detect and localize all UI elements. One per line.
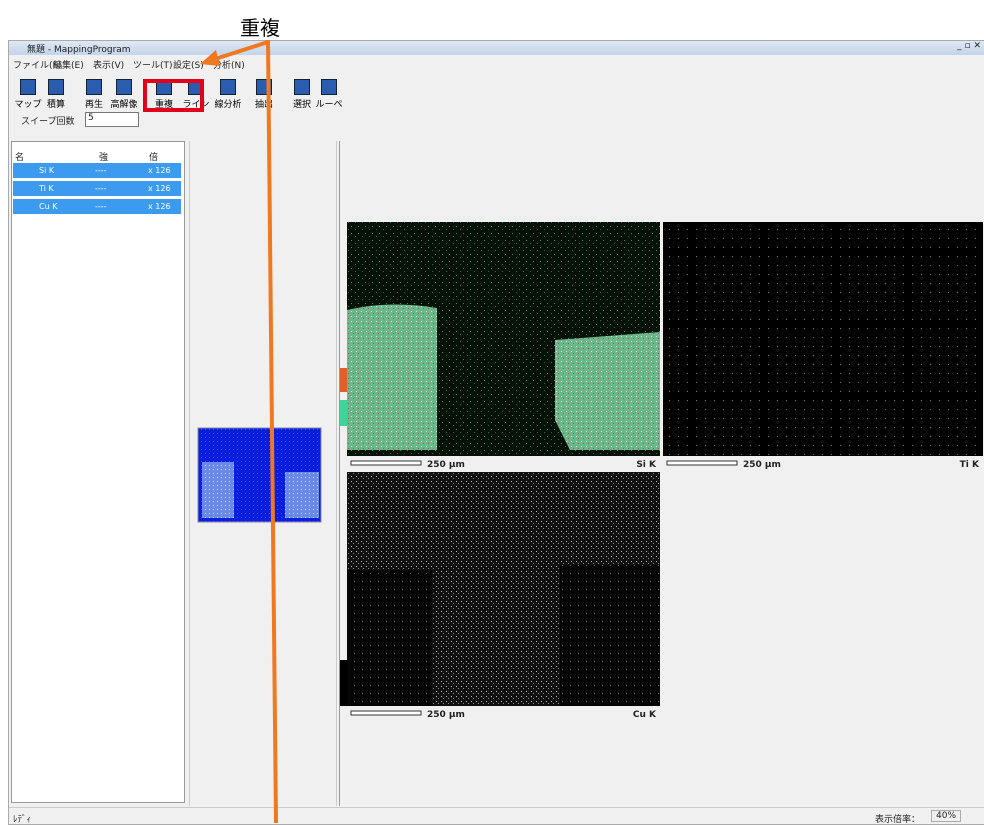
map-element: Ti K [960,460,980,470]
scale-bar [666,460,738,466]
icon [321,79,337,95]
button-label: 選択 [292,100,311,110]
window-title: 無題 - MappingProgram [27,45,131,55]
list-panel [11,141,185,803]
list-row[interactable]: Si K ---- x 126 [13,163,181,178]
map-element: Cu K [633,710,657,720]
list-row[interactable]: Ti K ---- x 126 [13,181,181,196]
toolbar-button[interactable]: 線分析 [213,79,243,110]
menu-item[interactable]: 設定(S) [173,61,204,71]
annotation-label: 重複 [240,16,280,40]
arrow-head [200,50,220,66]
scale-bar [350,710,422,716]
list-cell: Si K [39,166,55,175]
highlight-box [143,79,204,112]
annotation-arrow [266,39,278,823]
list-cell: ---- [95,166,107,175]
button-label: 抽出 [254,100,273,110]
list-cell: x 126 [148,184,171,193]
button-label: 高解像 [110,100,138,110]
list-cell: Ti K [39,184,54,193]
list-cell: Cu K [39,202,58,211]
list-cell: ---- [95,202,107,211]
list-cell: x 126 [148,202,171,211]
button-label: 積算 [46,100,65,110]
status-text: ﾚﾃﾞｨ [13,815,32,825]
toolbar-button[interactable]: ルーペ [314,79,344,110]
button-label: ライン [182,100,210,110]
sweep-label: スイープ回数 [21,117,75,127]
zoom-label: 表示倍率： [875,815,921,825]
map-si-block [555,332,660,450]
toolbar-button[interactable]: 積算 [41,79,71,110]
map-scale: 250 µm [743,460,781,470]
button-label: 線分析 [214,100,242,110]
map-cu-block [347,570,432,706]
map-scale: 250 µm [427,460,465,470]
window-controls[interactable]: _ ▫ ✕ [957,41,981,51]
icon [116,79,132,95]
status-bar: ﾚﾃﾞｨ 表示倍率： 40% [9,807,984,825]
scale-bar [350,460,422,466]
icon [20,79,36,95]
icon [294,79,310,95]
button-label: 重複 [154,100,173,110]
menu-item[interactable]: 表示(V) [93,61,125,71]
title-bar: 無題 - MappingProgram _ ▫ ✕ [9,41,984,55]
icon [220,79,236,95]
toolbar-button[interactable]: 再生 [79,79,109,110]
thumb-block [202,462,234,518]
color-bar [340,400,347,426]
map-cu-block [560,565,660,706]
color-bar [340,368,347,392]
button-label: ルーペ [315,100,343,110]
list-cell: ---- [95,184,107,193]
sweep-select[interactable]: 5 [85,112,139,127]
color-bar [340,660,347,706]
map-si-block [347,304,437,450]
button-label: 再生 [84,100,103,110]
icon [86,79,102,95]
toolbar-button[interactable]: 選択 [287,79,317,110]
icon [48,79,64,95]
button-label: マップ [14,100,42,110]
menu-item[interactable]: ツール(T) [133,61,173,71]
map-element: Si K [636,460,657,470]
map-scale: 250 µm [427,710,465,720]
zoom-value: 40% [931,810,962,822]
menu-item[interactable]: 編集(E) [53,61,84,71]
list-cell: x 126 [148,166,171,175]
thumb-block [285,472,319,518]
toolbar-button[interactable]: 高解像 [109,79,139,110]
annotation-arrow [211,40,269,62]
menu-item[interactable]: ファイル(F) [13,61,62,71]
list-row[interactable]: Cu K ---- x 126 [13,199,181,214]
toolbar-button[interactable]: マップ [13,79,43,110]
menu-item[interactable]: 分析(N) [213,61,245,71]
map-ti [663,222,983,456]
